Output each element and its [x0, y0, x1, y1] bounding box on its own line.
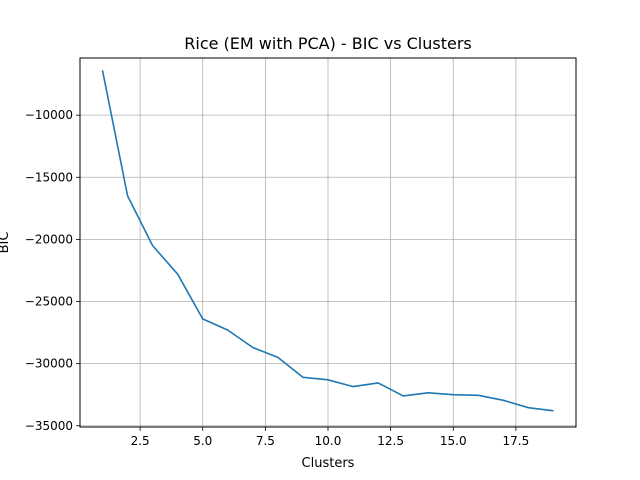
series-lines	[101, 70, 554, 412]
x-tick-label: 7.5	[256, 434, 275, 448]
y-tick-label: −20000	[25, 232, 73, 246]
bic-series-line	[101, 70, 554, 412]
x-tick-label: 5.0	[193, 434, 212, 448]
y-tick-label: −25000	[25, 295, 73, 309]
y-axis-label: BIC	[0, 232, 12, 254]
y-axis-ticks: −10000 −15000 −20000 −25000 −30000 −35000	[25, 108, 80, 433]
x-tick-label: 12.5	[377, 434, 404, 448]
x-axis-ticks: 2.5 5.0 7.5 10.0 12.5 15.0 17.5	[131, 427, 530, 448]
y-tick-label: −10000	[25, 108, 73, 122]
x-tick-label: 15.0	[440, 434, 467, 448]
chart-title: Rice (EM with PCA) - BIC vs Clusters	[184, 34, 471, 53]
x-tick-label: 10.0	[315, 434, 342, 448]
x-tick-label: 2.5	[131, 434, 150, 448]
y-tick-label: −35000	[25, 419, 73, 433]
y-tick-label: −15000	[25, 170, 73, 184]
grid-lines	[80, 58, 576, 427]
x-tick-label: 17.5	[503, 434, 530, 448]
x-axis-label: Clusters	[302, 456, 355, 471]
y-tick-label: −30000	[25, 357, 73, 371]
